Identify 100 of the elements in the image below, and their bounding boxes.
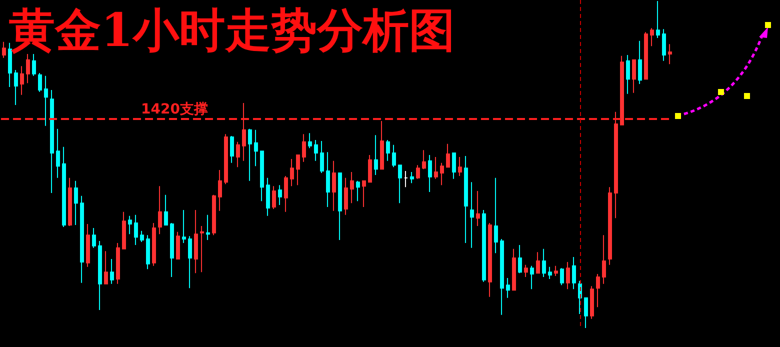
candlestick: [350, 172, 354, 204]
candlestick: [248, 128, 252, 182]
candlestick: [326, 152, 330, 208]
candlestick: [434, 156, 438, 180]
candlestick: [572, 256, 576, 290]
candlestick: [506, 277, 510, 298]
candlestick: [500, 238, 504, 316]
candlestick: [614, 111, 618, 219]
candlestick: [56, 128, 60, 178]
candlestick: [446, 143, 450, 168]
candlestick: [644, 32, 648, 80]
candlestick: [452, 152, 456, 180]
candlestick: [596, 274, 600, 308]
candlestick: [638, 40, 642, 85]
candlestick: [380, 120, 384, 170]
candlestick: [128, 215, 132, 235]
candlestick: [518, 244, 522, 274]
candlestick: [482, 209, 486, 282]
candlestick: [512, 248, 516, 291]
candlestick: [440, 162, 444, 186]
candlestick: [38, 72, 42, 92]
candlestick: [134, 214, 138, 246]
candlestick: [320, 140, 324, 174]
candlestick: [278, 184, 282, 206]
candlestick: [620, 55, 624, 126]
candlestick: [590, 286, 594, 320]
candlestick: [542, 248, 546, 278]
candlestick: [50, 89, 54, 194]
candlestick: [32, 53, 36, 76]
candlestick: [548, 266, 552, 280]
candlestick: [308, 132, 312, 149]
candlestick: [146, 234, 150, 270]
candlestick: [86, 224, 90, 268]
chart-title: 黄金1小时走势分析图: [9, 3, 456, 57]
candlestick: [536, 252, 540, 274]
candlestick: [632, 59, 636, 94]
candlestick: [218, 170, 222, 212]
candlestick: [170, 222, 174, 278]
candlestick: [314, 139, 318, 162]
candlestick: [176, 231, 180, 260]
candlestick: [188, 236, 192, 289]
candlestick: [20, 66, 24, 96]
candlestick: [92, 227, 96, 248]
candlestick: [224, 134, 228, 185]
candlestick: [266, 177, 270, 216]
candlestick: [374, 134, 378, 176]
candlestick: [200, 225, 204, 273]
candlestick: [488, 222, 492, 298]
candlestick: [662, 28, 666, 62]
candlestick: [410, 172, 414, 184]
candlestick: [206, 214, 210, 241]
candlestick: [398, 164, 402, 204]
candlestick: [62, 146, 66, 228]
candlestick: [140, 230, 144, 242]
candlestick: [2, 41, 6, 58]
candlestick: [272, 186, 276, 210]
candlestick: [584, 297, 588, 328]
candlestick: [470, 182, 474, 248]
candlestick: [254, 129, 258, 167]
candlestick: [362, 180, 366, 208]
candlestick: [230, 136, 234, 164]
candlestick: [182, 209, 186, 244]
candlestick: [194, 209, 198, 274]
candlestick: [464, 156, 468, 244]
candlestick: [650, 28, 654, 47]
candlestick: [668, 44, 672, 65]
candlestick: [296, 154, 300, 186]
candlestick: [554, 265, 558, 277]
candlestick: [26, 53, 30, 84]
candlestick: [242, 102, 246, 162]
candlestick: [260, 150, 264, 202]
candlestick: [74, 180, 78, 226]
candlestick: [104, 250, 108, 284]
candlestick: [368, 154, 372, 183]
candlestick: [524, 264, 528, 278]
candlestick: [626, 54, 630, 94]
candlestick: [14, 69, 18, 106]
candlestick: [404, 170, 408, 188]
candlestick: [122, 211, 126, 250]
candlestick: [530, 265, 534, 290]
candlestick: [338, 172, 342, 241]
candlestick: [110, 258, 114, 284]
candlestick: [68, 177, 72, 226]
candlestick: [212, 194, 216, 236]
candlestick: [44, 75, 48, 126]
candlestick: [608, 186, 612, 266]
candlestick: [458, 156, 462, 176]
ref-line-label: 1420支撑: [141, 102, 208, 118]
candlestick: [284, 175, 288, 212]
candlestick: [416, 164, 420, 180]
candlestick: [494, 177, 498, 254]
candlestick: [332, 160, 336, 212]
candlestick: [476, 190, 480, 226]
candlestick: [560, 268, 564, 286]
candlestick: [302, 134, 306, 162]
candlestick: [236, 141, 240, 168]
candlestick: [356, 180, 360, 202]
candlestick: [164, 194, 168, 226]
candlestick: [602, 234, 606, 284]
candlestick: [80, 195, 84, 284]
